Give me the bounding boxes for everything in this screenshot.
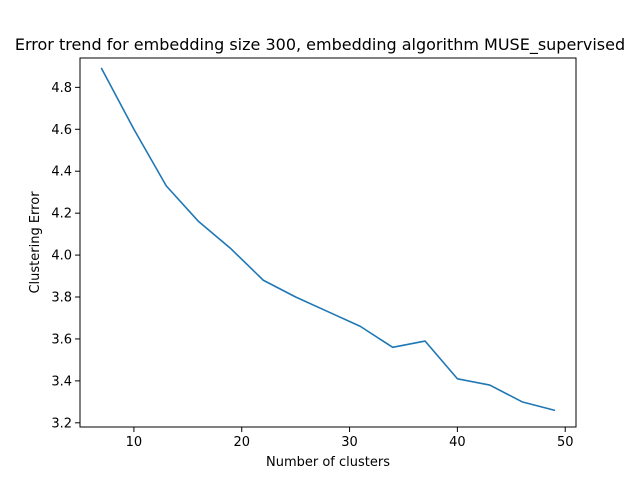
data-point [133,128,135,130]
x-tick-label: 10 [126,435,143,450]
data-point [489,384,491,386]
y-tick-label: 3.8 [51,291,72,306]
data-point [101,68,103,70]
y-tick-label: 4.8 [51,81,72,96]
data-point [360,326,362,328]
y-tick-label: 4.6 [51,123,72,138]
data-point [392,347,394,349]
data-point [457,378,459,380]
y-tick-label: 3.4 [51,374,72,389]
data-point [165,185,167,187]
y-tick-label: 4.2 [51,207,72,222]
plot-frame [79,57,577,428]
x-tick-label: 20 [233,435,250,450]
data-point [198,221,200,223]
y-tick-label: 4.0 [51,249,72,264]
data-point [521,401,523,403]
y-axis-title: Clustering Error [28,191,43,294]
y-tick-label: 3.6 [51,332,72,347]
x-tick-label: 40 [449,435,466,450]
y-tick-label: 4.4 [51,165,72,180]
series-line-0 [100,67,556,412]
plot-area: 10 20 30 40 50 3.2 3.4 3.6 3.8 4.0 4.2 4.4 4.6 4.8 [51,57,577,450]
x-axis-title: Number of clusters [266,455,390,470]
data-point [554,409,556,411]
y-tick-label: 3.2 [51,416,72,431]
x-tick-label: 50 [557,435,574,450]
data-point [263,279,265,281]
data-point [327,311,329,313]
chart-title: Error trend for embedding size 300, embe… [15,35,625,55]
data-point [424,340,426,342]
data-point [295,296,297,298]
data-point [230,248,232,250]
x-tick-label: 30 [341,435,358,450]
